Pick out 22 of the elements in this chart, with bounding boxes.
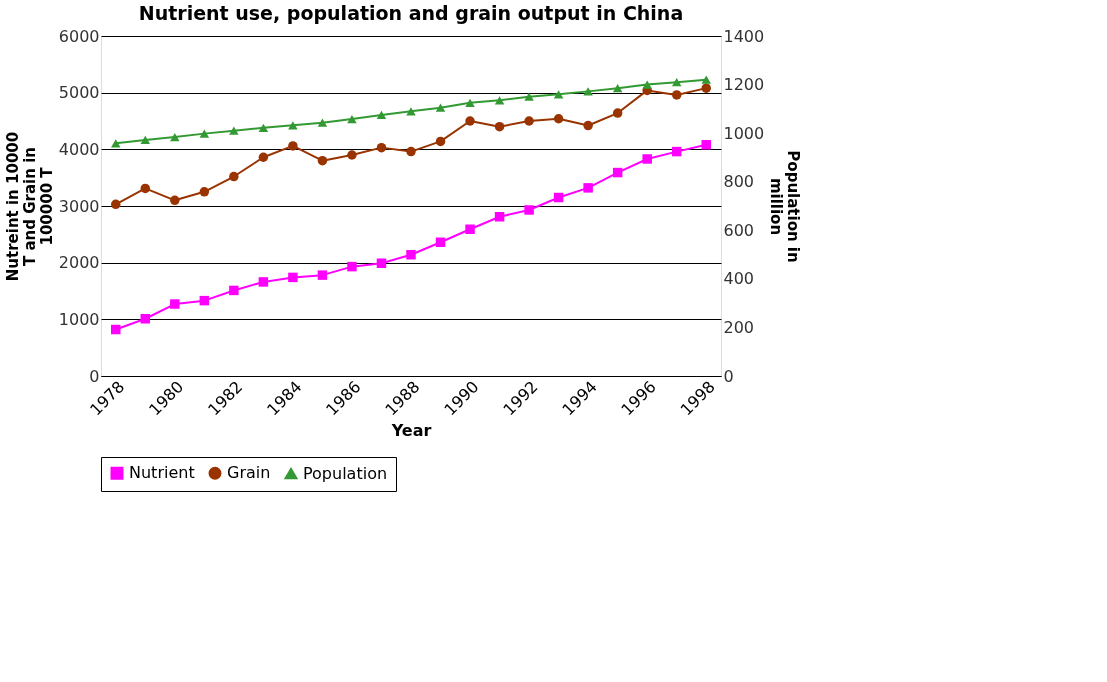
y-tick-label: 1000 xyxy=(58,309,100,329)
chart-title: Nutrient use, population and grain output in China xyxy=(138,2,684,24)
y-tick-label: 0 xyxy=(89,366,100,386)
legend-label: Population xyxy=(303,463,388,483)
y2-tick-label: 1200 xyxy=(723,75,765,95)
y2-axis-title: Population in million xyxy=(767,150,803,263)
y-tick-label: 4000 xyxy=(58,139,100,159)
y-tick-label: 6000 xyxy=(58,26,100,46)
y-axis-title: Nutreint in 10000 T and Grain in 100000 T xyxy=(3,131,56,282)
x-axis-title: Year xyxy=(390,420,432,440)
legend-label: Grain xyxy=(227,463,271,483)
y2-tick-label: 1400 xyxy=(723,26,765,46)
legend-label: Nutrient xyxy=(129,463,195,483)
y-tick-label: 3000 xyxy=(58,196,100,216)
y2-tick-label: 400 xyxy=(723,269,755,289)
y2-tick-label: 800 xyxy=(723,172,755,192)
y2-tick-label: 200 xyxy=(723,317,755,337)
y-tick-label: 5000 xyxy=(58,83,100,103)
y2-tick-label: 0 xyxy=(723,366,734,386)
y2-tick-label: 1000 xyxy=(723,123,765,143)
y-tick-label: 2000 xyxy=(58,253,100,273)
y2-tick-label: 600 xyxy=(723,220,755,240)
